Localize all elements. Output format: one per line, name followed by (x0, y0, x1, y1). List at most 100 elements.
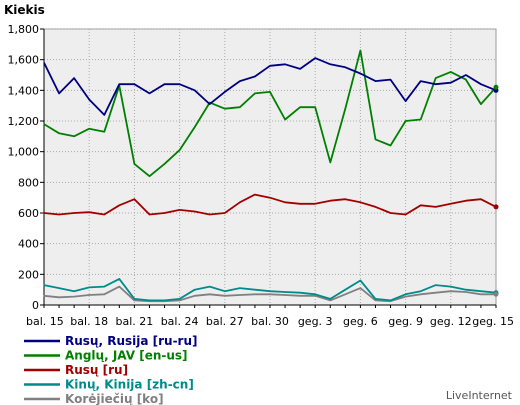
data-point (239, 80, 241, 82)
data-point (224, 91, 226, 93)
data-point (420, 293, 422, 295)
data-point (269, 290, 271, 292)
data-point (239, 294, 241, 296)
data-point (254, 293, 256, 295)
data-point (359, 49, 361, 52)
data-point (314, 57, 316, 59)
data-point (480, 198, 482, 200)
data-point (88, 286, 90, 288)
legend-label: Rusų [ru] (65, 363, 128, 377)
data-point (420, 204, 422, 206)
data-point (88, 211, 90, 213)
data-point (133, 163, 135, 165)
data-point (465, 200, 467, 202)
data-point (284, 294, 286, 296)
data-point (405, 213, 407, 216)
data-point (58, 92, 60, 94)
data-point (179, 299, 181, 301)
data-point (163, 212, 166, 214)
data-point (254, 92, 256, 94)
data-point (465, 289, 467, 291)
data-point (43, 62, 45, 64)
data-point (480, 83, 482, 85)
data-point (194, 126, 196, 128)
x-tick-label: geg. 12 (430, 315, 472, 328)
x-tick-label: geg. 15 (472, 315, 514, 328)
data-point (389, 212, 392, 214)
y-tick-label: 1,200 (8, 115, 40, 128)
data-point (389, 144, 392, 147)
data-point (465, 74, 467, 76)
data-point (480, 290, 482, 292)
legend-label: Kinų, Kinija [zh-cn] (65, 378, 194, 392)
data-point (43, 212, 45, 214)
x-tick-label: bal. 24 (161, 315, 199, 328)
data-point (465, 291, 467, 293)
data-point (224, 212, 226, 214)
data-point (359, 287, 361, 289)
y-tick-label: 400 (18, 238, 39, 251)
data-point (314, 295, 316, 297)
y-axis-title: Kiekis (4, 3, 45, 17)
data-point (58, 132, 60, 134)
data-point (299, 295, 301, 297)
data-point (163, 299, 166, 301)
data-point (299, 106, 301, 108)
data-point (389, 299, 392, 301)
data-point (329, 299, 331, 301)
data-point (435, 83, 437, 85)
legend-label: Anglų, JAV [en-us] (65, 349, 188, 363)
data-point (224, 290, 226, 292)
data-point (374, 138, 377, 140)
data-point (179, 149, 181, 151)
data-point (179, 298, 181, 300)
data-point (58, 296, 60, 298)
data-point (329, 161, 331, 163)
data-point (179, 83, 181, 85)
data-point (133, 299, 135, 301)
y-tick-label: 1,600 (8, 54, 40, 67)
data-point (344, 289, 346, 291)
data-point (314, 293, 316, 295)
data-point (329, 63, 331, 65)
data-point (450, 71, 452, 73)
data-point (103, 293, 105, 295)
data-point (374, 298, 377, 300)
x-tick-label: bal. 21 (116, 315, 154, 328)
data-point (118, 278, 120, 280)
data-point (344, 108, 346, 110)
data-point (299, 292, 301, 294)
x-tick-label: bal. 27 (206, 315, 244, 328)
data-point (163, 83, 166, 85)
y-tick-label: 200 (18, 268, 39, 281)
data-point (344, 198, 346, 200)
data-point (148, 213, 151, 216)
data-point (103, 286, 105, 288)
data-point (405, 293, 407, 295)
data-point (359, 201, 361, 203)
liveinternet-brand: LiveInternet (446, 389, 513, 402)
data-point (179, 209, 181, 211)
y-tick-label: 1,000 (8, 146, 40, 159)
data-point (420, 118, 422, 121)
data-point (329, 298, 331, 300)
data-point (374, 80, 377, 82)
data-point (103, 213, 105, 216)
y-tick-label: 1,800 (8, 23, 40, 36)
x-tick-label: bal. 15 (26, 315, 64, 328)
data-point (359, 279, 361, 282)
data-point (405, 100, 407, 102)
data-point (450, 290, 452, 292)
data-point (133, 298, 135, 300)
data-point (118, 204, 120, 206)
data-point (88, 98, 90, 101)
data-point (118, 83, 120, 85)
data-point (254, 194, 256, 196)
data-point (43, 123, 45, 125)
series-end-marker (493, 291, 499, 297)
data-point (314, 203, 316, 205)
data-point (284, 201, 286, 203)
data-point (284, 291, 286, 293)
